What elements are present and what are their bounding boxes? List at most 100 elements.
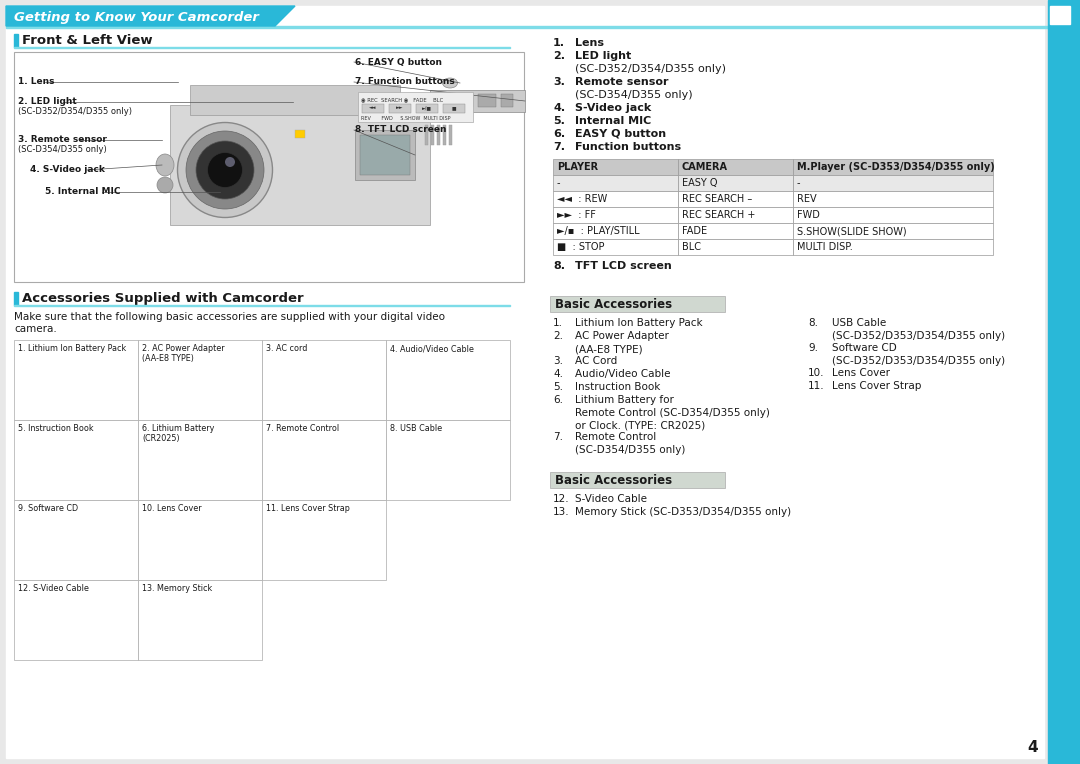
- Text: 2. LED light: 2. LED light: [18, 98, 77, 106]
- Bar: [295, 130, 305, 138]
- Bar: [449, 125, 453, 145]
- Text: 8.: 8.: [553, 261, 565, 271]
- Text: 2.: 2.: [553, 51, 565, 61]
- Text: 8. TFT LCD screen: 8. TFT LCD screen: [355, 125, 446, 134]
- Bar: [6, 26, 1048, 28]
- Text: S-Video jack: S-Video jack: [575, 103, 651, 113]
- Bar: [455, 94, 473, 107]
- Bar: [355, 130, 415, 180]
- Text: (SC-D354/D355 only): (SC-D354/D355 only): [18, 144, 107, 154]
- Bar: [14, 52, 524, 282]
- Text: 5.: 5.: [553, 116, 565, 126]
- Ellipse shape: [443, 78, 458, 88]
- Bar: [678, 175, 793, 191]
- Bar: [360, 135, 410, 175]
- Bar: [430, 90, 525, 112]
- Text: (SC-D352/D353/D354/D355 only): (SC-D352/D353/D354/D355 only): [832, 331, 1005, 341]
- Bar: [14, 340, 138, 420]
- Text: 4. Audio/Video Cable: 4. Audio/Video Cable: [390, 344, 474, 353]
- Text: ◄◄  : REW: ◄◄ : REW: [557, 194, 607, 204]
- Text: 2.: 2.: [553, 331, 563, 341]
- Text: ◄◄: ◄◄: [369, 105, 377, 111]
- Text: REV       FWD     S.SHOW  MULTI DISP: REV FWD S.SHOW MULTI DISP: [361, 116, 450, 121]
- Bar: [262, 340, 386, 420]
- Text: Basic Accessories: Basic Accessories: [555, 474, 672, 487]
- Text: 8.: 8.: [808, 318, 818, 328]
- Text: 4.: 4.: [553, 103, 565, 113]
- Text: 3. Remote sensor: 3. Remote sensor: [18, 135, 107, 144]
- Text: 6. Lithium Battery: 6. Lithium Battery: [141, 424, 214, 433]
- Text: (SC-D352/D353/D354/D355 only): (SC-D352/D353/D354/D355 only): [832, 356, 1005, 366]
- Bar: [170, 105, 430, 225]
- Text: (AA-E8 TYPE): (AA-E8 TYPE): [575, 344, 643, 354]
- Text: M.Player (SC-D353/D354/D355 only): M.Player (SC-D353/D354/D355 only): [797, 162, 995, 172]
- Ellipse shape: [225, 157, 235, 167]
- Text: Make sure that the following basic accessories are supplied with your digital vi: Make sure that the following basic acces…: [14, 312, 445, 334]
- Text: AC Cord: AC Cord: [575, 356, 618, 366]
- Text: 13. Memory Stick: 13. Memory Stick: [141, 584, 213, 593]
- Text: 4. S-Video jack: 4. S-Video jack: [30, 166, 105, 174]
- Text: (SC-D352/D354/D355 only): (SC-D352/D354/D355 only): [18, 106, 132, 115]
- Text: BLC: BLC: [681, 242, 701, 252]
- Text: FADE: FADE: [681, 226, 707, 236]
- Bar: [443, 125, 446, 145]
- Text: 1. Lens: 1. Lens: [18, 77, 54, 86]
- Text: -: -: [557, 178, 561, 188]
- Text: 5.: 5.: [553, 382, 563, 392]
- Text: Front & Left View: Front & Left View: [22, 34, 152, 47]
- Text: ■: ■: [451, 105, 457, 111]
- Text: 6.: 6.: [553, 395, 563, 405]
- Text: Lithium Battery for: Lithium Battery for: [575, 395, 674, 405]
- Text: 1.: 1.: [553, 38, 565, 48]
- Bar: [443, 104, 465, 113]
- Ellipse shape: [177, 122, 272, 218]
- Text: Function buttons: Function buttons: [575, 142, 681, 152]
- Text: Remote Control (SC-D354/D355 only): Remote Control (SC-D354/D355 only): [575, 408, 770, 418]
- Text: ►/■: ►/■: [422, 105, 432, 111]
- Bar: [478, 94, 496, 107]
- Text: 1.: 1.: [553, 318, 563, 328]
- Bar: [793, 223, 993, 239]
- Text: Software CD: Software CD: [832, 343, 896, 353]
- Text: EASY Q button: EASY Q button: [575, 129, 666, 139]
- Text: 4: 4: [1028, 740, 1038, 756]
- Text: 3. AC cord: 3. AC cord: [266, 344, 308, 353]
- Text: (CR2025): (CR2025): [141, 434, 179, 443]
- Text: Lens: Lens: [575, 38, 604, 48]
- Text: 11.: 11.: [808, 381, 825, 391]
- Text: 13.: 13.: [553, 507, 569, 517]
- Bar: [432, 94, 450, 107]
- Polygon shape: [6, 6, 295, 26]
- Bar: [678, 159, 793, 175]
- Text: -: -: [797, 178, 800, 188]
- Bar: [14, 500, 138, 580]
- Text: MULTI DISP.: MULTI DISP.: [797, 242, 853, 252]
- Bar: [553, 159, 678, 175]
- Bar: [416, 104, 438, 113]
- Text: 5. Internal MIC: 5. Internal MIC: [45, 187, 121, 196]
- Bar: [1048, 0, 1080, 764]
- Ellipse shape: [186, 131, 264, 209]
- Text: 6.: 6.: [553, 129, 565, 139]
- Text: (AA-E8 TYPE): (AA-E8 TYPE): [141, 354, 194, 363]
- Bar: [14, 420, 138, 500]
- Bar: [14, 34, 18, 47]
- Text: USB Cable: USB Cable: [832, 318, 887, 328]
- Bar: [793, 191, 993, 207]
- Text: EASY Q: EASY Q: [681, 178, 717, 188]
- Text: 4.: 4.: [553, 369, 563, 379]
- Text: 5. Instruction Book: 5. Instruction Book: [18, 424, 94, 433]
- Text: REC SEARCH +: REC SEARCH +: [681, 210, 755, 220]
- Bar: [357, 92, 473, 122]
- Text: Lens Cover: Lens Cover: [832, 368, 890, 378]
- Text: Lens Cover Strap: Lens Cover Strap: [832, 381, 921, 391]
- Text: S-Video Cable: S-Video Cable: [575, 494, 647, 504]
- Text: Remote Control: Remote Control: [575, 432, 657, 442]
- Bar: [431, 125, 434, 145]
- Text: 9. Software CD: 9. Software CD: [18, 504, 78, 513]
- Text: 3.: 3.: [553, 356, 563, 366]
- Bar: [793, 207, 993, 223]
- Bar: [793, 175, 993, 191]
- Text: REC SEARCH –: REC SEARCH –: [681, 194, 753, 204]
- Text: Audio/Video Cable: Audio/Video Cable: [575, 369, 671, 379]
